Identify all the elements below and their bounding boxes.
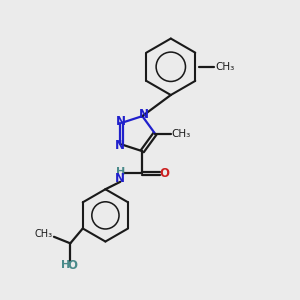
Text: O: O [159,167,169,180]
Text: O: O [68,259,78,272]
Text: N: N [115,172,125,185]
Text: H: H [61,260,70,270]
Text: H: H [116,167,125,177]
Text: CH₃: CH₃ [171,129,191,139]
Text: CH₃: CH₃ [216,62,235,72]
Text: CH₃: CH₃ [34,230,52,239]
Text: N: N [139,108,148,122]
Text: N: N [115,139,125,152]
Text: N: N [116,115,125,128]
